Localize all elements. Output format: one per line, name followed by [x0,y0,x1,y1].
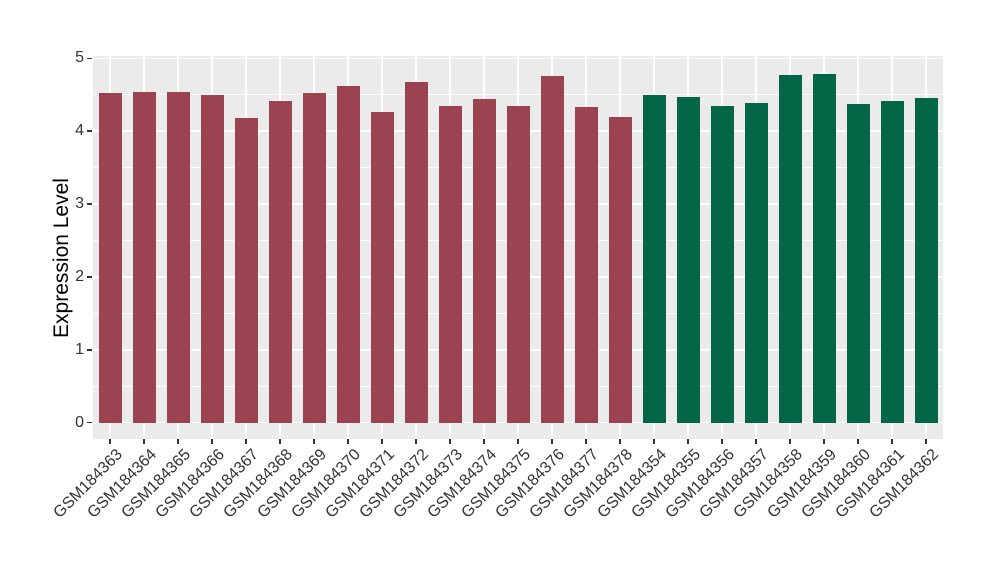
bar-GSM184375 [506,105,530,423]
y-tick-mark [87,421,92,424]
x-tick-mark [925,439,927,444]
bar-GSM184356 [710,105,734,423]
x-tick-mark [177,439,179,444]
bar-GSM184370 [336,85,360,423]
y-tick-label: 5 [75,49,84,67]
bar-GSM184368 [268,101,292,423]
bar-GSM184374 [472,99,496,423]
x-tick-mark [517,439,519,444]
x-tick-mark [891,439,893,444]
x-tick-mark [619,439,621,444]
plot-panel [93,56,943,439]
y-tick-mark [87,57,92,60]
x-tick-mark [721,439,723,444]
bar-GSM184357 [744,103,768,423]
x-tick-mark [551,439,553,444]
bar-GSM184373 [438,106,462,423]
x-tick-mark [245,439,247,444]
bar-GSM184376 [540,75,564,423]
x-tick-mark [279,439,281,444]
x-tick-mark [143,439,145,444]
x-tick-mark [449,439,451,444]
x-tick-mark [585,439,587,444]
y-axis-title: Expression Level [50,178,73,338]
y-tick-label: 4 [75,122,84,140]
bar-GSM184358 [778,75,802,423]
x-tick-mark [211,439,213,444]
bar-GSM184367 [234,118,258,423]
x-tick-mark [109,439,111,444]
bar-GSM184354 [642,94,666,423]
x-tick-mark [687,439,689,444]
y-tick-label: 2 [75,267,84,285]
bar-GSM184361 [880,101,904,423]
bar-GSM184364 [132,91,156,423]
bar-GSM184366 [200,95,224,423]
bar-GSM184355 [676,96,700,423]
bar-GSM184372 [404,82,428,423]
x-tick-mark [789,439,791,444]
x-tick-mark [857,439,859,444]
x-tick-mark [653,439,655,444]
bar-GSM184360 [846,104,870,423]
y-tick-mark [87,130,92,132]
y-tick-mark [87,276,92,278]
bar-GSM184362 [914,97,938,423]
x-tick-mark [415,439,417,444]
x-tick-mark [755,439,757,444]
bar-GSM184371 [370,112,394,423]
x-tick-mark [313,439,315,444]
y-tick-label: 3 [75,195,84,213]
x-tick-mark [381,439,383,444]
x-tick-mark [483,439,485,444]
bar-GSM184363 [98,92,122,423]
x-tick-mark [347,439,349,444]
bar-GSM184378 [608,116,632,423]
bar-GSM184359 [812,74,836,423]
y-tick-mark [87,203,92,205]
bar-GSM184369 [302,92,326,423]
y-tick-mark [87,349,92,351]
y-tick-label: 1 [75,340,84,358]
bar-GSM184365 [166,91,190,423]
bar-GSM184377 [574,107,598,423]
x-tick-mark [823,439,825,444]
y-tick-label: 0 [75,413,84,431]
